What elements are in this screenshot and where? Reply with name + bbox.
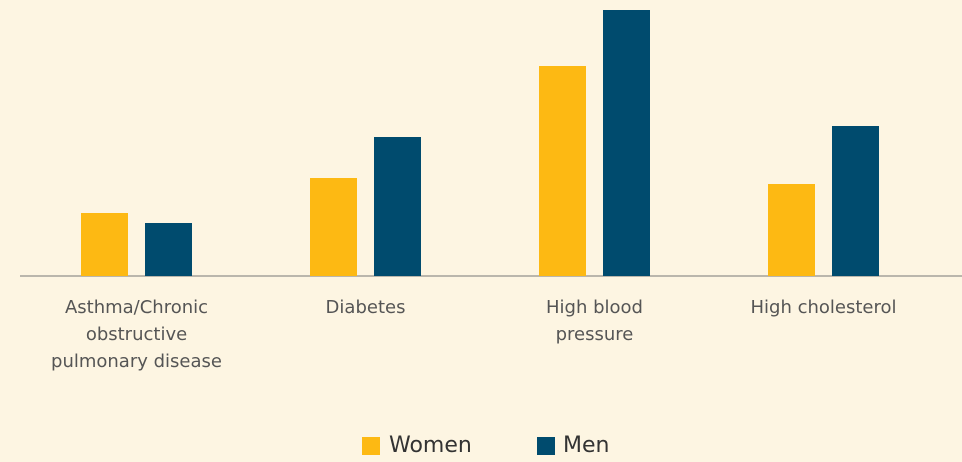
bar (603, 10, 650, 276)
x-tick-label: High blood pressure (546, 297, 643, 345)
legend-swatch (537, 437, 555, 455)
bar (768, 184, 815, 276)
bar (539, 66, 586, 276)
x-tick-label: Diabetes (325, 297, 406, 318)
bar (145, 223, 192, 276)
bar (81, 213, 128, 276)
x-tick-label: Asthma/Chronic obstructive pulmonary dis… (51, 297, 222, 372)
bar (832, 126, 879, 276)
bar (374, 137, 421, 276)
legend-label: Women (389, 433, 472, 458)
x-tick-label: High cholesterol (750, 297, 897, 318)
legend-swatch (362, 437, 380, 455)
bar (310, 178, 357, 276)
legend-label: Men (563, 433, 610, 458)
